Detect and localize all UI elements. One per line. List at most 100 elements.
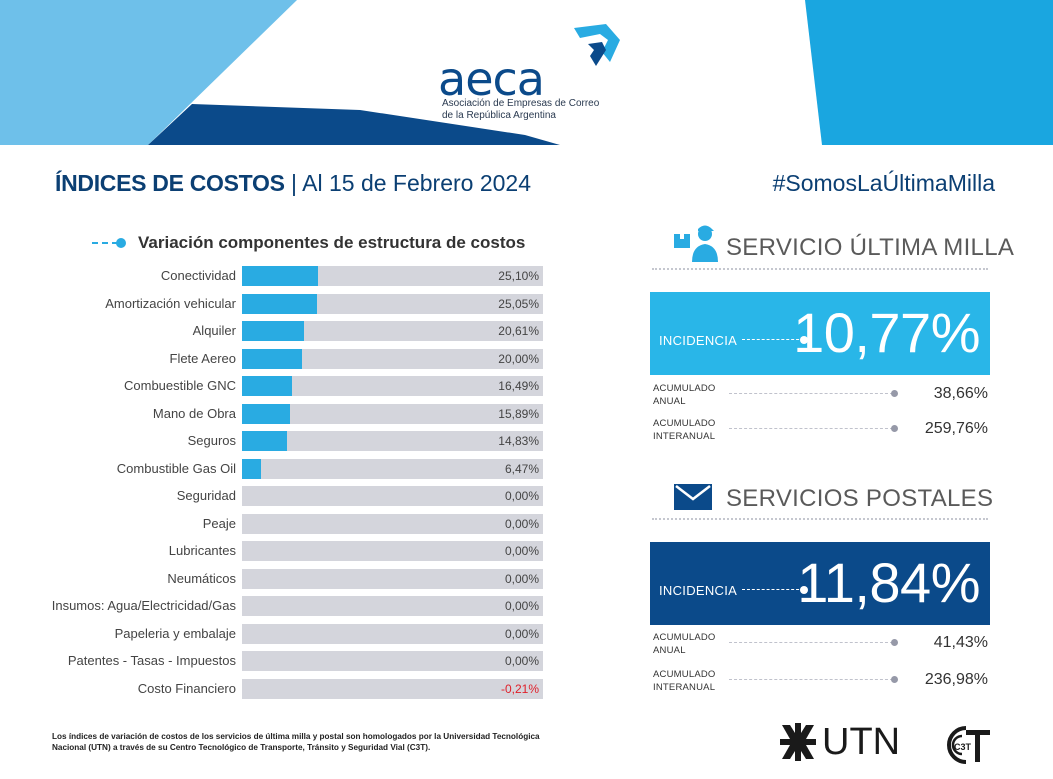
incidencia-value: 10,77% [793,301,980,364]
bar-value-label: 0,00% [504,599,539,613]
bar-category-label: Patentes - Tasas - Impuestos [67,653,236,668]
leader-line [729,679,893,680]
bar-fill [242,376,292,396]
bar-category-label: Seguridad [176,488,236,503]
leader-dot [891,639,898,646]
page-title-date: Al 15 de Febrero 2024 [302,170,532,196]
servicios-postales-title: SERVICIOS POSTALES [726,485,994,512]
leader-line [742,339,804,340]
bar-track: 6,47% [242,458,543,479]
utn-logo: UTN [780,722,900,762]
bar-fill [242,321,304,341]
bar-row: Mano de Obra 15,89% [0,403,560,424]
chart-title: Variación componentes de estructura de c… [138,233,526,252]
bar-track: 0,00% [242,651,543,671]
acumulado-interanual-label-line1: ACUMULADO [653,669,716,680]
bar-track: 16,49% [242,376,543,396]
aeca-mark-icon [574,24,620,66]
acumulado-interanual-label-line2: INTERANUAL [653,682,716,693]
utn-logo-icon [780,723,816,761]
bar-category-label: Combustible Gas Oil [116,460,236,476]
servicio-ultima-milla-title: SERVICIO ÚLTIMA MILLA [726,234,1015,261]
bar-row: Combustible Gas Oil 6,47% [0,458,560,479]
brand-name: aeca [438,52,545,106]
bar-row: Neumáticos 0,00% [0,568,560,589]
bar-fill [242,431,287,451]
c3t-text: C3T [954,742,972,752]
bar-category-label: Conectividad [160,268,236,283]
bar-track: 14,83% [242,431,543,451]
brand-subtitle-line1: Asociación de Empresas de Correo [442,98,600,109]
brand-subtitle-line2: de la República Argentina [442,110,556,121]
leader-dot [800,336,808,344]
bar-row: Conectividad 25,10% [0,266,560,286]
bar-track: 25,05% [242,293,543,314]
acumulado-anual-label-line1: ACUMULADO [653,632,716,643]
bar-value-label: 16,49% [498,379,539,393]
c3t-logo: C3T [940,724,992,771]
bar-category-label: Alquiler [192,323,236,338]
bar-row: Patentes - Tasas - Impuestos 0,00% [0,651,560,671]
bar-fill [242,458,261,479]
leader-dot [891,676,898,683]
bar-track: 0,00% [242,623,543,644]
bar-row: Amortización vehicular 25,05% [0,293,560,314]
bar-row: Lubricantes 0,00% [0,541,560,561]
bar-track: 0,00% [242,596,543,616]
leader-dot [891,390,898,397]
acumulado-anual-label: ACUMULADO ANUAL [653,382,733,408]
divider [652,518,988,520]
acumulado-interanual-label: ACUMULADO INTERANUAL [653,668,733,694]
bar-category-label: Combuestible GNC [124,378,236,393]
bar-track: 0,00% [242,568,543,589]
bar-row: Seguros 14,83% [0,431,560,451]
leader-dot [891,425,898,432]
leader-line [729,642,893,643]
header-background [0,0,1053,145]
bar-category-label: Peaje [202,515,236,531]
acumulado-interanual-label-line2: INTERANUAL [653,431,716,442]
incidencia-value: 11,84% [797,551,980,614]
incidencia-label: INCIDENCIA [659,583,738,598]
bar-fill [242,348,302,369]
divider [652,268,988,270]
bar-track: 0,00% [242,486,543,506]
incidencia-label: INCIDENCIA [659,333,738,348]
bar-row: Seguridad 0,00% [0,486,560,506]
bar-value-label: 20,61% [498,324,539,338]
heading-bullet-icon [92,237,126,249]
acumulado-anual-label-line2: ANUAL [653,645,686,656]
acumulado-interanual-value: 236,98% [924,671,988,688]
acumulado-interanual-label: ACUMULADO INTERANUAL [653,417,733,443]
page-title: ÍNDICES DE COSTOS | Al 15 de Febrero 202… [55,170,531,197]
page-title-bold: ÍNDICES DE COSTOS [55,170,285,196]
bar-value-label: 0,00% [504,626,539,641]
bar-category-label: Papeleria y embalaje [114,625,236,641]
leader-dot [800,586,808,594]
bar-category-label: Costo Financiero [137,680,236,696]
footnote: Los índices de variación de costos de lo… [52,732,540,752]
bar-category-label: Amortización vehicular [105,295,236,311]
bar-category-label: Seguros [187,433,236,448]
bar-value-label: 25,05% [498,296,539,311]
bar-row: Papeleria y embalaje 0,00% [0,623,560,644]
leader-line [729,428,893,429]
bar-track: 20,00% [242,348,543,369]
leader-line [729,393,893,394]
header-banner: aeca Asociación de Empresas de Correo de… [0,0,1053,145]
acumulado-anual-value: 38,66% [933,385,988,402]
utn-text: UTN [822,721,901,763]
bar-track: 0,00% [242,513,543,534]
bar-value-label: 0,00% [504,571,539,586]
bar-track: 20,61% [242,321,543,341]
bar-track: 15,89% [242,403,543,424]
chart-heading: Variación componentes de estructura de c… [92,233,525,253]
bar-row: Costo Financiero -0,21% [0,678,560,699]
bar-value-label: 6,47% [504,461,539,476]
bar-category-label: Flete Aereo [169,350,237,366]
acumulado-anual-label-line2: ANUAL [653,396,686,407]
c3t-logo-icon: C3T [947,726,990,764]
aeca-logo: aeca Asociación de Empresas de Correo de… [438,22,638,132]
incidencia-box-ultima-milla: INCIDENCIA 10,77% [650,292,990,375]
bar-value-label: 0,00% [504,489,539,503]
